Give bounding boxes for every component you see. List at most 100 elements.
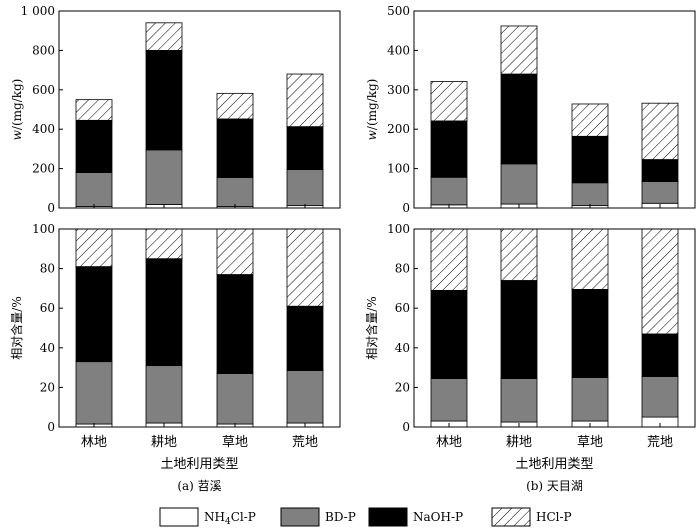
legend-label: BD-P	[325, 510, 356, 524]
bar-abs-1-BD-P-2	[571, 182, 609, 207]
legend-item-BD-P: BD-P	[280, 507, 356, 527]
legend-label: NH4Cl-P	[204, 510, 256, 527]
y-axis-label-rel: 相对含量/%	[9, 296, 24, 359]
ytick-label: 0	[47, 201, 55, 215]
bar-abs-1-HCl-P-0	[430, 81, 468, 122]
bar-rel-0-NaOH-P-2	[216, 274, 254, 374]
category-label: 林地	[436, 435, 462, 450]
legend-label: NaOH-P	[413, 510, 463, 524]
legend-item-NaOH-P: NaOH-P	[368, 507, 463, 527]
bar-rel-0-NaOH-P-0	[75, 266, 113, 363]
ytick-label: 1 000	[21, 4, 55, 18]
bar-abs-1-BD-P-3	[641, 181, 679, 204]
ytick-label: 0	[402, 201, 410, 215]
bar-abs-0-NaOH-P-3	[286, 126, 324, 170]
bar-abs-0-BD-P-3	[286, 169, 324, 207]
legend-swatch	[280, 507, 320, 527]
ytick-label: 100	[387, 162, 410, 176]
ytick-label: 500	[387, 4, 410, 18]
legend-item-HCl-P: HCl-P	[491, 507, 572, 527]
x-axis-label: 土地利用类型	[515, 457, 593, 472]
panel-caption: (b) 天目湖	[526, 478, 583, 493]
bar-rel-1-HCl-P-1	[500, 228, 538, 281]
bar-rel-0-BD-P-3	[286, 370, 324, 424]
ytick-label: 20	[40, 380, 55, 394]
legend-label: HCl-P	[536, 510, 572, 524]
ytick-label: 0	[402, 420, 410, 434]
bar-rel-1-HCl-P-3	[641, 228, 679, 335]
bar-abs-1-HCl-P-3	[641, 102, 679, 160]
y-axis-label-abs: w/(mg/kg)	[365, 79, 379, 141]
category-label: 林地	[81, 435, 107, 450]
panel-column-0: 0 200 400 600 800 1 000 w/(mg/kg) 0 20 40 60 80 100 相…	[9, 4, 341, 493]
bar-abs-0-NaOH-P-2	[216, 118, 254, 178]
ytick-label: 200	[387, 122, 410, 136]
bar-abs-1-BD-P-1	[500, 163, 538, 205]
bar-abs-0-HCl-P-0	[75, 99, 113, 121]
bar-abs-0-NaOH-P-0	[75, 119, 113, 173]
bar-rel-0-BD-P-0	[75, 361, 113, 425]
bar-abs-1-NaOH-P-3	[641, 159, 679, 183]
bar-rel-1-BD-P-0	[430, 378, 468, 422]
bar-rel-0-HCl-P-1	[145, 228, 183, 260]
bar-abs-1-HCl-P-1	[500, 25, 538, 75]
bar-abs-0-HCl-P-1	[145, 22, 183, 51]
ytick-label: 40	[40, 341, 55, 355]
bar-abs-1-HCl-P-2	[571, 103, 609, 137]
bar-abs-0-NaOH-P-1	[145, 50, 183, 151]
category-label: 草地	[577, 435, 603, 450]
ytick-label: 80	[40, 262, 55, 276]
ytick-label: 800	[32, 43, 55, 57]
ytick-label: 80	[395, 262, 410, 276]
x-axis-label: 土地利用类型	[160, 457, 238, 472]
bar-abs-0-BD-P-1	[145, 149, 183, 205]
legend-item-NH4Cl-P: NH4Cl-P	[159, 507, 256, 527]
ytick-label: 20	[395, 380, 410, 394]
ytick-label: 300	[387, 83, 410, 97]
legend-swatch	[368, 507, 408, 527]
bar-rel-1-HCl-P-2	[571, 228, 609, 290]
bar-rel-0-HCl-P-0	[75, 228, 113, 268]
ytick-label: 60	[40, 301, 55, 315]
ytick-label: 60	[395, 301, 410, 315]
ytick-label: 200	[32, 162, 55, 176]
bar-rel-0-NaOH-P-3	[286, 305, 324, 371]
y-axis-label-rel: 相对含量/%	[364, 296, 379, 359]
bar-abs-1-BD-P-0	[430, 176, 468, 206]
bar-abs-0-HCl-P-3	[286, 73, 324, 128]
ytick-label: 0	[47, 420, 55, 434]
category-label: 荒地	[292, 435, 318, 450]
ytick-label: 400	[32, 122, 55, 136]
bar-rel-0-NaOH-P-1	[145, 258, 183, 367]
category-label: 耕地	[151, 434, 177, 450]
bar-abs-0-BD-P-2	[216, 177, 254, 207]
bar-rel-0-HCl-P-2	[216, 228, 254, 275]
bar-rel-0-BD-P-2	[216, 373, 254, 425]
category-label: 草地	[222, 435, 248, 450]
bar-abs-0-BD-P-0	[75, 172, 113, 207]
ytick-label: 600	[32, 83, 55, 97]
bar-rel-0-HCl-P-3	[286, 228, 324, 307]
bar-rel-1-BD-P-1	[500, 378, 538, 423]
bar-abs-0-HCl-P-2	[216, 92, 254, 120]
y-axis-label-abs: w/(mg/kg)	[10, 79, 24, 141]
bar-abs-1-NaOH-P-0	[430, 120, 468, 178]
ytick-label: 40	[395, 341, 410, 355]
category-label: 荒地	[647, 435, 673, 450]
bar-rel-1-BD-P-2	[571, 377, 609, 422]
ytick-label: 400	[387, 43, 410, 57]
plot-frame-rel-1	[413, 228, 696, 428]
bar-abs-1-NaOH-P-2	[571, 135, 609, 184]
plot-frame-abs-1	[413, 10, 696, 209]
legend-swatch	[491, 507, 531, 527]
bar-rel-1-NaOH-P-1	[500, 280, 538, 379]
panel-column-1: 0 100 200 300 400 500 w/(mg/kg) 0 20 40 60 80 100 相对含…	[364, 4, 696, 493]
bar-rel-1-HCl-P-0	[430, 228, 468, 291]
category-label: 耕地	[506, 434, 532, 450]
bar-rel-0-BD-P-1	[145, 365, 183, 424]
bar-rel-1-NaOH-P-0	[430, 289, 468, 379]
bar-abs-1-NaOH-P-1	[500, 73, 538, 165]
bar-rel-1-BD-P-3	[641, 376, 679, 418]
ytick-label: 100	[387, 222, 410, 236]
panel-caption: (a) 苕溪	[177, 479, 221, 493]
